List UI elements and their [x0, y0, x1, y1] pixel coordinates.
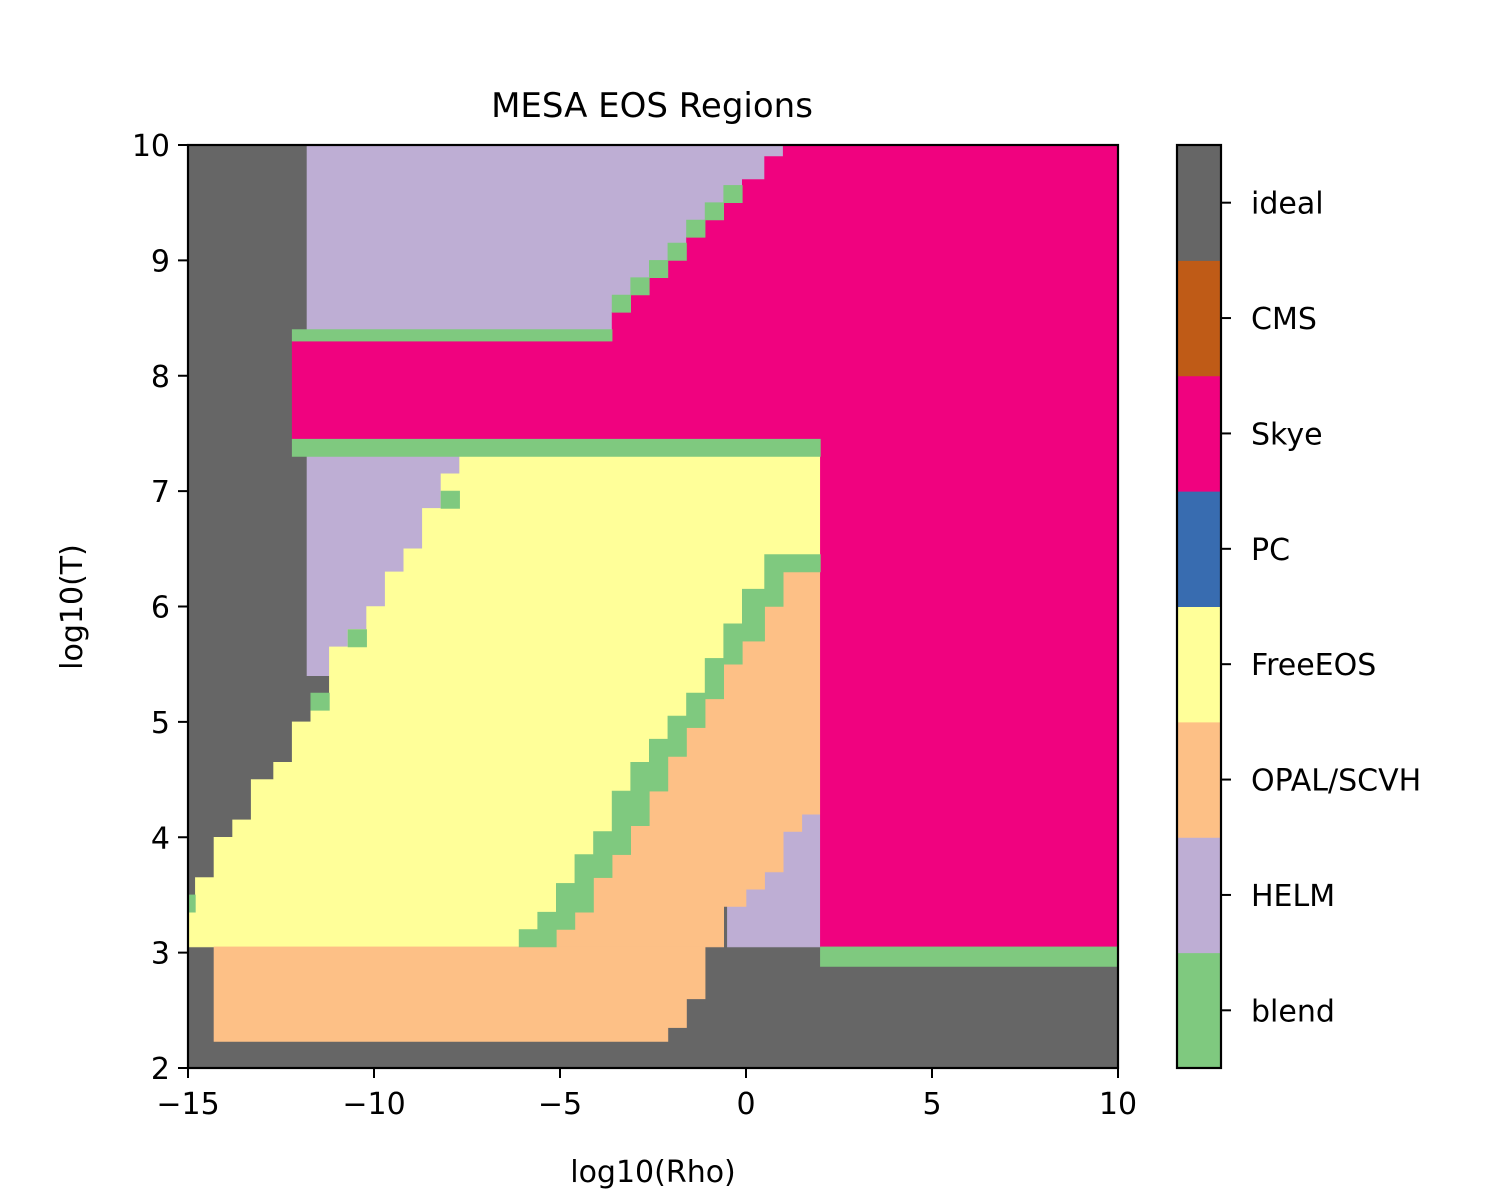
colorbar-label: blend: [1251, 994, 1335, 1029]
colorbar-label: PC: [1251, 533, 1290, 568]
x-tick-label: −10: [342, 1087, 405, 1122]
colorbar-label: OPAL/SCVH: [1251, 764, 1421, 799]
region-blend: [310, 692, 330, 711]
colorbar-label: HELM: [1251, 879, 1335, 914]
chart-title: MESA EOS Regions: [491, 86, 813, 126]
y-tick-label: 2: [151, 1052, 170, 1087]
y-tick-label: 3: [151, 937, 170, 972]
region-opal-scvh: [213, 946, 706, 1042]
colorbar-swatch-cms: [1177, 260, 1221, 377]
region-blend: [291, 329, 613, 342]
colorbar-swatch-helm: [1177, 837, 1221, 954]
y-tick-label: 10: [132, 129, 170, 164]
colorbar-label: Skye: [1251, 417, 1323, 452]
region-blend: [686, 219, 706, 238]
colorbar-swatch-pc: [1177, 491, 1221, 607]
y-axis-ticks: 2 3 4 5 6 7 8 9 10: [132, 129, 188, 1087]
region-blend: [347, 629, 367, 648]
y-tick-label: 4: [151, 821, 170, 856]
region-blend: [704, 202, 725, 221]
y-tick-label: 6: [151, 591, 170, 626]
region-blend: [611, 294, 632, 313]
y-tick-label: 9: [151, 244, 170, 279]
colorbar-swatch-skye: [1177, 375, 1221, 492]
y-tick-label: 8: [151, 360, 170, 395]
x-tick-label: 0: [736, 1087, 755, 1122]
region-blend: [518, 554, 821, 948]
x-tick-label: −15: [156, 1087, 219, 1122]
region-blend: [291, 438, 821, 457]
colorbar-label: ideal: [1251, 187, 1324, 222]
region-blend: [440, 490, 460, 509]
x-tick-label: 5: [922, 1087, 941, 1122]
colorbar-swatch-freeeos: [1177, 606, 1221, 723]
plot-area: [186, 143, 1120, 1070]
region-blend: [667, 242, 687, 261]
colorbar-swatch-opal-scvh: [1177, 721, 1221, 838]
y-axis-label: log10(T): [55, 544, 90, 670]
region-blend: [820, 946, 1119, 967]
colorbar-swatch-ideal: [1177, 145, 1221, 261]
region-layer: [187, 144, 1119, 1069]
x-axis-ticks: −15 −10 −5 0 5 10: [156, 1068, 1137, 1122]
colorbar-swatch-blend: [1177, 952, 1221, 1069]
x-tick-label: −5: [538, 1087, 582, 1122]
region-blend: [187, 894, 196, 913]
colorbar-label: FreeEOS: [1251, 648, 1376, 683]
x-tick-label: 10: [1099, 1087, 1137, 1122]
region-blend: [723, 185, 743, 203]
y-tick-label: 7: [151, 475, 170, 510]
x-axis-label: log10(Rho): [570, 1155, 736, 1190]
region-blend: [648, 260, 669, 279]
colorbar-frame: [1175, 143, 1223, 1070]
colorbar: blend HELM OPAL/SCVH FreeEOS PC Skye CMS ideal: [1175, 143, 1421, 1070]
y-tick-label: 5: [151, 706, 170, 741]
colorbar-label: CMS: [1251, 302, 1317, 337]
region-blend: [630, 277, 650, 296]
